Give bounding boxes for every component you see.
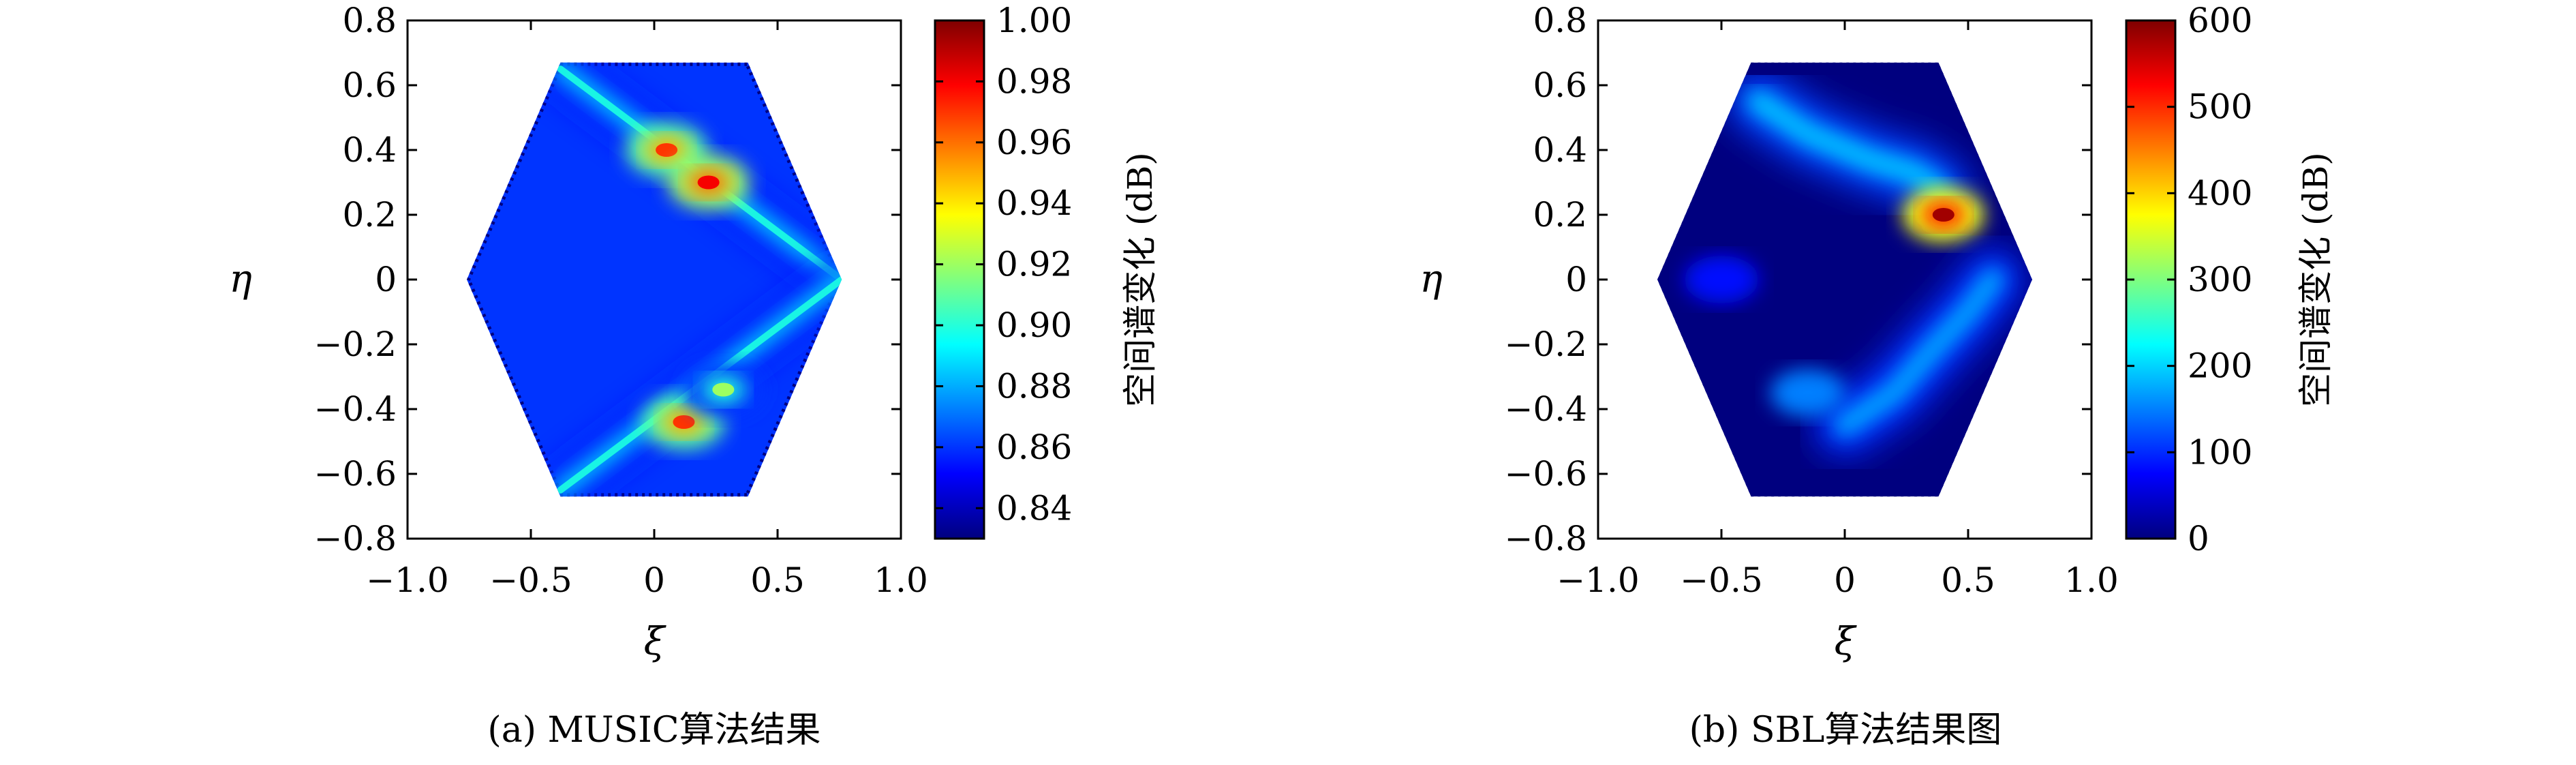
colorbar-label-music: 空间谱变化 (dB) [1120,152,1160,407]
y-tick-label: −0.2 [1505,325,1587,364]
x-tick-label: 0.5 [1941,560,1995,600]
caption-sbl: (b) SBL算法结果图 [1689,710,2002,751]
heatmap-music [466,62,842,497]
y-axis-label-music: η [229,257,252,301]
colorbar-tick-label: 500 [2188,87,2252,127]
colorbar-tick-label: 0.92 [996,245,1072,284]
y-tick-label: 0.2 [1533,195,1587,235]
colorbar-tick-label: 600 [2188,1,2252,40]
panel-music: −1.0 −0.5 0 0.5 1.0 0.8 0.6 0.4 0.2 0 −0.2 −0.4 −0.6… [229,1,1160,751]
colorbar-label-sbl: 空间谱变化 (dB) [2296,152,2335,407]
peak-feature [667,155,750,210]
panel-sbl: −1.0 −0.5 0 0.5 1.0 0.8 0.6 0.4 0.2 0 −0.2 −0.4 −0.6… [1420,1,2335,751]
y-tick-label: 0.4 [1533,130,1587,170]
x-tick-label: 1.0 [2064,560,2119,600]
y-tick-label: −0.6 [314,454,397,494]
colorbar-gradient [935,20,984,539]
x-tick-label: −0.5 [489,560,572,600]
colorbar-tick-label: 400 [2188,173,2252,213]
x-tick-label: 0 [1834,560,1856,600]
y-tick-label: 0.6 [342,65,397,105]
y-tick-label: 0.8 [342,1,397,40]
arc-feature [1728,70,1969,220]
axis-ticks-music: −1.0 −0.5 0 0.5 1.0 0.8 0.6 0.4 0.2 0 −0.2 −0.4 −0.6… [314,1,928,600]
colorbar-music: 1.00 0.98 0.96 0.94 0.92 0.90 0.88 0.86 0.84 [934,1,1072,540]
colorbar-tick-label: 0.96 [996,123,1072,162]
y-tick-label: 0 [1565,260,1587,299]
y-tick-label: 0.4 [342,130,397,170]
colorbar-tick-label: 0.90 [996,305,1072,345]
x-tick-label: −1.0 [1557,560,1639,600]
colorbar-tick-label: 100 [2188,432,2252,472]
arc-feature [1814,249,2024,456]
y-tick-label: −0.6 [1505,454,1587,494]
x-axis-label-sbl: ξ [1835,620,1858,664]
y-tick-label: −0.8 [314,519,397,558]
peak-feature [1902,188,1984,242]
y-tick-label: 0 [375,260,397,299]
caption-music: (a) MUSIC算法结果 [487,710,821,751]
colorbar-frame [934,19,985,540]
y-tick-label: −0.4 [1505,389,1587,429]
x-tick-label: 1.0 [874,560,928,600]
y-tick-label: 0.8 [1533,1,1587,40]
axis-ticks-sbl: −1.0 −0.5 0 0.5 1.0 0.8 0.6 0.4 0.2 0 −0.2 −0.4 −0.6… [1505,1,2119,600]
x-axis-label-music: ξ [644,620,667,664]
y-tick-label: −0.4 [314,389,397,429]
x-tick-label: −0.5 [1680,560,1762,600]
colorbar-tick-label: 1.00 [996,1,1072,40]
colorbar-tick-label: 0.86 [996,427,1072,467]
x-tick-label: −1.0 [366,560,448,600]
blob-feature [1684,256,1759,303]
colorbar-tick-label: 0.94 [996,183,1072,223]
y-tick-label: −0.2 [314,325,397,364]
colorbar-tick-label: 0.98 [996,61,1072,101]
colorbar-tick-label: 0.88 [996,366,1072,406]
peak-feature [682,362,765,417]
colorbar-tick-label: 200 [2188,346,2252,386]
x-tick-label: 0 [643,560,665,600]
colorbar-tick-label: 0.84 [996,488,1072,528]
y-tick-label: 0.6 [1533,65,1587,105]
x-tick-label: 0.5 [750,560,805,600]
y-axis-label-sbl: η [1420,257,1443,301]
heatmap-sbl [1657,62,2033,497]
colorbar-tick-label: 0 [2188,519,2209,558]
blob-feature [1770,369,1845,417]
colorbar-tick-label: 300 [2188,260,2252,299]
y-tick-label: 0.2 [342,195,397,235]
colorbar-sbl: 600 500 400 300 200 100 0 [2125,1,2252,558]
y-tick-label: −0.8 [1505,519,1587,558]
